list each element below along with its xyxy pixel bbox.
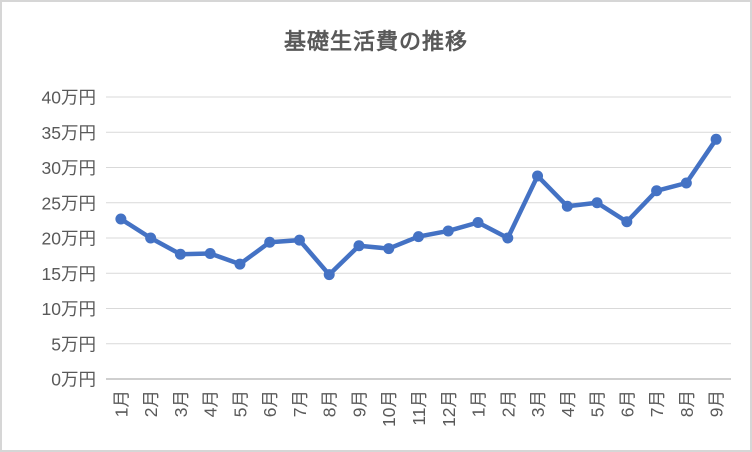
data-point-marker <box>532 170 544 182</box>
data-point-marker <box>442 225 454 237</box>
x-axis-tick-label: 9月 <box>707 390 727 417</box>
data-point-marker <box>413 231 424 243</box>
data-point-marker <box>710 133 722 145</box>
data-point-marker <box>353 240 365 252</box>
y-axis-tick-label: 10万円 <box>42 299 96 319</box>
data-point-marker <box>115 213 127 225</box>
y-axis-tick-label: 40万円 <box>42 88 96 108</box>
data-point-marker <box>264 236 276 248</box>
data-point-marker <box>293 234 305 246</box>
x-axis-tick-label: 1月 <box>469 390 489 417</box>
x-axis-tick-label: 11月 <box>409 390 429 426</box>
data-point-marker <box>591 197 603 209</box>
data-point-marker <box>204 248 216 260</box>
x-axis-tick-label: 1月 <box>111 390 131 417</box>
x-axis-tick-label: 7月 <box>290 390 310 417</box>
x-axis-tick-label: 4月 <box>558 390 578 417</box>
data-point-marker <box>145 232 157 244</box>
x-axis-tick-label: 8月 <box>320 390 340 417</box>
x-axis-tick-label: 5月 <box>588 390 608 417</box>
data-point-marker <box>383 243 395 255</box>
data-point-marker <box>323 269 335 281</box>
x-axis-tick-label: 6月 <box>260 390 280 417</box>
y-axis-tick-label: 35万円 <box>42 123 96 143</box>
y-axis-tick-label: 5万円 <box>51 334 96 354</box>
x-axis-tick-label: 2月 <box>498 390 518 417</box>
x-axis-tick-label: 8月 <box>677 390 697 417</box>
x-axis-tick-label: 7月 <box>647 390 667 417</box>
x-axis-tick-label: 9月 <box>349 390 369 417</box>
data-point-marker <box>502 232 514 244</box>
data-point-marker <box>561 200 573 212</box>
x-axis-tick-label: 3月 <box>171 390 191 417</box>
y-axis-tick-label: 0万円 <box>51 370 96 390</box>
x-axis-tick-label: 3月 <box>528 390 548 417</box>
data-point-marker <box>621 216 633 228</box>
x-axis-tick-label: 12月 <box>439 390 459 427</box>
y-axis-tick-label: 20万円 <box>42 229 96 249</box>
y-axis-tick-label: 30万円 <box>42 158 96 178</box>
data-point-marker <box>680 177 692 189</box>
y-axis-tick-label: 25万円 <box>42 193 96 213</box>
x-axis-tick-label: 5月 <box>230 390 250 417</box>
data-point-marker <box>174 248 186 260</box>
y-axis-tick-label: 15万円 <box>42 264 96 284</box>
data-point-marker <box>472 216 484 228</box>
x-axis-tick-label: 4月 <box>201 390 221 417</box>
x-axis-tick-label: 10月 <box>379 390 399 427</box>
data-point-marker <box>651 185 663 197</box>
chart-title: 基礎生活費の推移 <box>283 29 468 54</box>
data-point-marker <box>234 258 246 270</box>
x-axis-tick-label: 2月 <box>141 390 161 417</box>
x-axis-tick-label: 6月 <box>617 390 637 417</box>
